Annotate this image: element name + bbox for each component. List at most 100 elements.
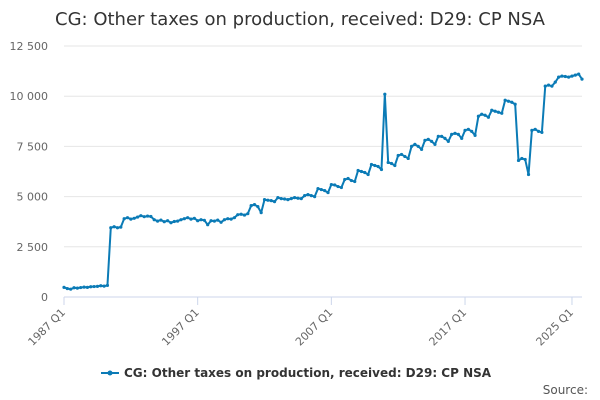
data-point[interactable] — [92, 284, 96, 289]
data-point[interactable] — [316, 186, 320, 191]
data-point[interactable] — [89, 285, 93, 289]
data-point[interactable] — [189, 217, 193, 221]
data-point[interactable] — [109, 226, 113, 230]
data-point[interactable] — [75, 286, 79, 290]
data-point[interactable] — [69, 287, 73, 291]
data-point[interactable] — [142, 215, 146, 219]
data-point[interactable] — [95, 284, 100, 288]
data-point[interactable] — [333, 183, 337, 187]
data-point[interactable] — [282, 197, 287, 201]
data-point[interactable] — [132, 216, 136, 220]
data-point[interactable] — [309, 194, 313, 198]
data-point[interactable] — [176, 219, 180, 223]
data-point[interactable] — [473, 133, 477, 137]
data-point[interactable] — [79, 285, 83, 290]
data-point[interactable] — [480, 112, 484, 116]
data-point[interactable] — [166, 219, 170, 223]
data-point[interactable] — [393, 163, 397, 168]
data-point[interactable] — [102, 284, 106, 288]
data-point[interactable] — [416, 144, 420, 148]
data-point[interactable] — [206, 223, 210, 227]
data-point[interactable] — [550, 84, 554, 88]
data-point[interactable] — [423, 138, 427, 142]
data-point[interactable] — [353, 179, 357, 184]
data-point[interactable] — [269, 199, 273, 203]
data-point[interactable] — [232, 216, 237, 220]
data-point[interactable] — [65, 286, 69, 291]
data-point[interactable] — [376, 164, 380, 169]
data-point[interactable] — [563, 74, 567, 79]
data-point[interactable] — [500, 111, 504, 115]
data-point[interactable] — [292, 196, 297, 200]
data-point[interactable] — [329, 182, 333, 187]
data-point[interactable] — [493, 109, 497, 113]
data-point[interactable] — [513, 102, 517, 106]
data-point[interactable] — [396, 153, 400, 158]
series-line[interactable] — [63, 73, 583, 291]
data-point[interactable] — [276, 196, 280, 200]
data-point[interactable] — [366, 172, 370, 177]
data-point[interactable] — [543, 84, 547, 88]
data-point[interactable] — [306, 192, 310, 197]
data-point[interactable] — [440, 134, 444, 138]
data-point[interactable] — [516, 158, 521, 163]
data-point[interactable] — [122, 217, 126, 221]
data-point[interactable] — [296, 196, 300, 200]
data-point[interactable] — [346, 176, 350, 181]
data-point[interactable] — [570, 74, 574, 78]
data-point[interactable] — [222, 218, 227, 222]
data-point[interactable] — [202, 218, 206, 222]
data-point[interactable] — [463, 128, 467, 132]
data-point[interactable] — [336, 184, 340, 189]
data-point[interactable] — [145, 214, 150, 218]
data-point[interactable] — [453, 131, 457, 135]
data-point[interactable] — [179, 218, 183, 222]
data-point[interactable] — [430, 139, 434, 143]
data-point[interactable] — [252, 203, 257, 207]
data-point[interactable] — [533, 127, 537, 131]
data-point[interactable] — [82, 285, 86, 289]
data-point[interactable] — [182, 217, 186, 221]
data-point[interactable] — [573, 73, 577, 77]
data-point[interactable] — [319, 187, 323, 192]
data-point[interactable] — [577, 72, 581, 76]
data-point[interactable] — [399, 152, 404, 157]
data-point[interactable] — [436, 134, 440, 138]
data-point[interactable] — [343, 177, 347, 182]
data-point[interactable] — [326, 190, 330, 195]
data-point[interactable] — [115, 226, 120, 230]
data-point[interactable] — [256, 205, 260, 209]
data-point[interactable] — [226, 217, 230, 221]
data-point[interactable] — [567, 75, 571, 79]
data-point[interactable] — [209, 219, 213, 223]
data-point[interactable] — [553, 80, 557, 84]
data-point[interactable] — [523, 157, 527, 162]
data-point[interactable] — [219, 220, 223, 224]
data-point[interactable] — [272, 200, 277, 204]
data-point[interactable] — [62, 285, 66, 289]
legend-label[interactable]: CG: Other taxes on production, received:… — [124, 366, 492, 380]
data-point[interactable] — [229, 217, 233, 221]
data-point[interactable] — [125, 216, 130, 220]
data-point[interactable] — [536, 129, 541, 133]
data-point[interactable] — [303, 194, 307, 198]
data-point[interactable] — [369, 162, 374, 167]
data-point[interactable] — [196, 219, 200, 223]
data-point[interactable] — [403, 154, 407, 159]
data-point[interactable] — [389, 161, 394, 166]
data-point[interactable] — [359, 169, 364, 174]
data-point[interactable] — [105, 283, 110, 287]
data-point[interactable] — [496, 110, 501, 114]
data-point[interactable] — [135, 215, 140, 219]
data-point[interactable] — [483, 113, 487, 117]
data-point[interactable] — [199, 218, 203, 222]
data-point[interactable] — [557, 75, 561, 79]
data-point[interactable] — [466, 127, 470, 131]
data-point[interactable] — [262, 198, 267, 202]
data-point[interactable] — [540, 130, 544, 134]
data-point[interactable] — [242, 213, 247, 217]
data-point[interactable] — [460, 136, 464, 140]
data-point[interactable] — [129, 217, 133, 221]
data-point[interactable] — [530, 128, 534, 132]
data-point[interactable] — [446, 139, 450, 143]
